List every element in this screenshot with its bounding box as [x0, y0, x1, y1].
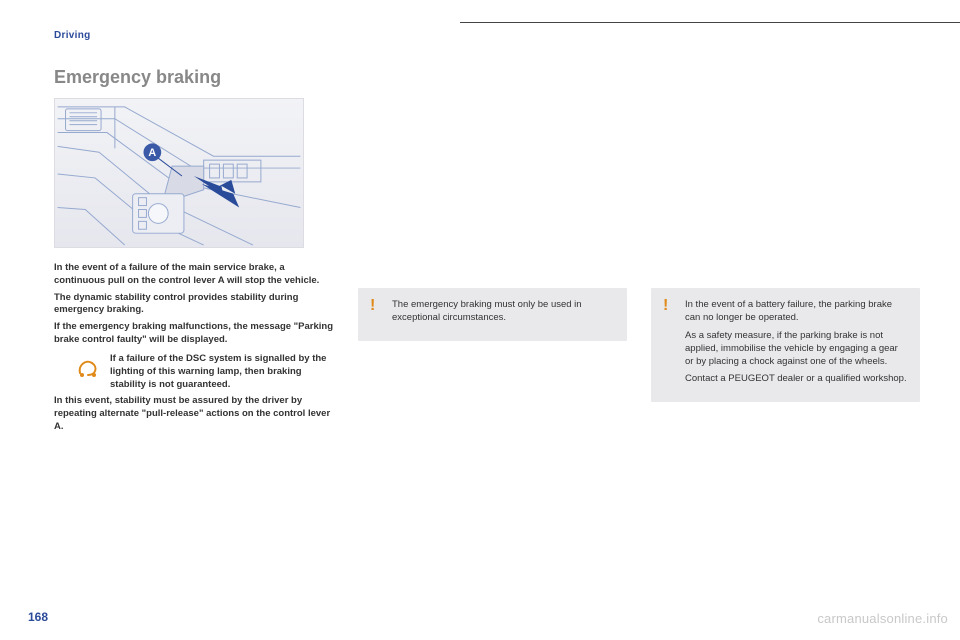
figure-marker-label: A [148, 147, 156, 159]
spacer [651, 98, 920, 288]
illustration: A [54, 98, 304, 248]
column-left: A In the event of a failure of the main … [54, 98, 334, 438]
mid-text: The emergency braking must only be used … [392, 298, 615, 325]
right-p3: Contact a PEUGEOT dealer or a qualified … [685, 372, 908, 385]
dsc-warning-row: If a failure of the DSC system is signal… [54, 353, 334, 391]
note-content: In the event of a battery failure, the p… [685, 298, 908, 390]
left-p3: If the emergency braking malfunctions, t… [54, 321, 334, 347]
note-battery-failure: ! In the event of a battery failure, the… [651, 288, 920, 402]
column-right: ! In the event of a battery failure, the… [651, 98, 920, 402]
dsc-warning-icon [74, 353, 102, 391]
page-number: 168 [28, 610, 48, 624]
watermark: carmanualsonline.info [817, 611, 948, 626]
right-p1: In the event of a battery failure, the p… [685, 298, 908, 325]
illustration-svg: A [55, 99, 303, 247]
column-middle: ! The emergency braking must only be use… [358, 98, 627, 341]
note-emergency-use: ! The emergency braking must only be use… [358, 288, 627, 341]
left-body: In the event of a failure of the main se… [54, 262, 334, 434]
content-columns: A In the event of a failure of the main … [54, 98, 920, 438]
page-title: Emergency braking [54, 67, 920, 88]
left-p2: The dynamic stability control provides s… [54, 292, 334, 318]
warning-icon: ! [370, 298, 384, 329]
dsc-warning-text: If a failure of the DSC system is signal… [110, 353, 334, 391]
warning-icon: ! [663, 298, 677, 390]
manual-page: Driving Emergency braking [0, 0, 960, 640]
left-p1: In the event of a failure of the main se… [54, 262, 334, 288]
section-header: Driving [54, 30, 920, 41]
note-content: The emergency braking must only be used … [392, 298, 615, 329]
spacer [358, 98, 627, 288]
right-p2: As a safety measure, if the parking brak… [685, 329, 908, 369]
header-rule [460, 22, 960, 23]
left-p4: In this event, stability must be assured… [54, 395, 334, 433]
